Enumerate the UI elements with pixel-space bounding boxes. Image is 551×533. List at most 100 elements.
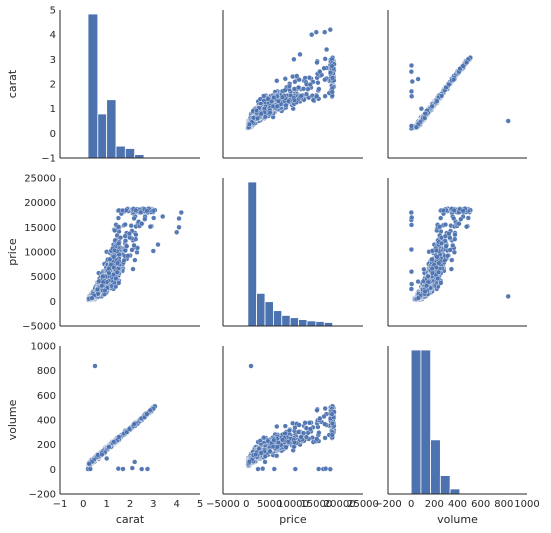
scatter-point-carat-price: [298, 93, 304, 99]
scatter-point-price-carat: [112, 247, 118, 253]
scatter-point-price-volume: [451, 249, 457, 255]
scatter-point-carat-volume: [451, 77, 457, 83]
histogram-bar-carat-3: [115, 145, 126, 159]
scatter-point-carat-price: [285, 98, 291, 104]
scatter-point-price-carat: [147, 224, 153, 230]
histogram-bar-carat-0: [87, 13, 99, 159]
scatter-point-carat-volume: [446, 81, 452, 88]
scatter-point-price-carat: [99, 283, 105, 289]
scatter-point-carat-price: [327, 27, 333, 33]
histogram-bar-price-6: [298, 319, 308, 327]
scatter-point-price-carat: [125, 253, 131, 259]
scatter-point-price-carat: [94, 286, 101, 292]
panel-price-vs-volume: [387, 178, 527, 327]
scatter-point-carat-price: [295, 84, 302, 91]
scatter-point-price-carat: [133, 232, 139, 238]
panel-price-vs-price: [222, 178, 363, 327]
scatter-point-carat-price: [286, 83, 292, 89]
scatter-point-price-carat: [133, 207, 139, 213]
scatter-point-carat-price: [316, 86, 322, 92]
scatter-point-price-carat: [150, 248, 156, 254]
scatter-point-price-volume: [465, 215, 471, 221]
scatter-point-carat-volume: [464, 59, 470, 66]
scatter-point-carat-volume: [505, 118, 511, 124]
scatter-point-carat-volume: [408, 88, 415, 94]
scatter-point-carat-price: [282, 76, 288, 82]
scatter-point-carat-price: [301, 86, 307, 92]
scatter-point-carat-price: [329, 75, 336, 81]
scatter-point-carat-price: [322, 29, 328, 35]
histogram-bar-price-7: [306, 320, 317, 327]
scatter-point-price-volume: [452, 232, 458, 238]
scatter-point-carat-price: [307, 81, 313, 88]
scatter-point-carat-volume: [408, 62, 415, 69]
scatter-point-price-carat: [126, 231, 133, 237]
scatter-point-price-carat: [174, 229, 180, 235]
panel-carat-vs-price: [222, 10, 363, 159]
scatter-point-carat-price: [267, 110, 273, 116]
scatter-point-carat-price: [322, 93, 328, 99]
scatter-point-carat-price: [258, 111, 264, 117]
scatter-point-carat-price: [329, 89, 335, 95]
histogram-bar-price-5: [289, 317, 300, 327]
scatter-point-carat-volume: [429, 103, 435, 109]
scatter-point-price-carat: [128, 223, 134, 229]
histogram-bar-carat-2: [106, 99, 117, 159]
scatter-point-carat-price: [282, 87, 288, 93]
scatter-point-carat-price: [275, 98, 281, 104]
scatter-point-price-carat: [176, 215, 182, 222]
scatter-point-price-carat: [139, 221, 145, 227]
scatter-point-price-carat: [131, 242, 137, 248]
scatter-point-price-carat: [122, 238, 129, 244]
scatter-point-price-carat: [111, 254, 117, 260]
histogram-bar-price-9: [323, 322, 334, 327]
scatter-point-price-carat: [89, 295, 95, 301]
histogram-bar-carat-4: [124, 148, 136, 159]
scatter-point-price-carat: [132, 257, 138, 263]
scatter-point-price-carat: [114, 269, 120, 275]
histogram-bar-price-8: [315, 321, 325, 327]
scatter-point-price-volume: [449, 257, 455, 263]
histogram-bar-price-3: [272, 310, 283, 327]
histogram-bar-price-1: [256, 292, 266, 327]
scatter-point-carat-price: [291, 56, 297, 62]
scatter-point-carat-price: [322, 56, 328, 62]
scatter-point-price-carat: [160, 213, 166, 220]
scatter-point-price-carat: [100, 273, 106, 279]
scatter-point-price-carat: [121, 257, 127, 263]
scatter-point-carat-volume: [413, 124, 419, 130]
scatter-point-carat-price: [261, 93, 267, 99]
scatter-point-carat-volume: [422, 115, 428, 121]
scatter-point-price-carat: [106, 270, 112, 276]
scatter-point-price-carat: [178, 209, 184, 216]
scatter-point-carat-volume: [439, 93, 445, 99]
scatter-point-price-carat: [122, 247, 128, 254]
scatter-point-carat-price: [314, 59, 320, 66]
scatter-point-price-carat: [115, 260, 121, 266]
panel-carat-vs-carat: [59, 10, 200, 159]
scatter-point-price-carat: [176, 224, 182, 230]
scatter-point-carat-price: [296, 77, 302, 83]
scatter-point-carat-price: [271, 94, 277, 101]
scatter-point-carat-price: [291, 97, 298, 103]
scatter-point-carat-price: [274, 78, 280, 84]
scatter-point-price-carat: [117, 235, 124, 241]
scatter-point-price-carat: [142, 216, 148, 222]
scatter-point-carat-price: [297, 51, 303, 57]
histogram-bar-carat-1: [97, 113, 108, 159]
scatter-point-carat-volume: [460, 63, 466, 69]
scatter-point-carat-volume: [422, 111, 428, 117]
scatter-point-carat-volume: [408, 69, 414, 75]
scatter-point-price-carat: [122, 222, 128, 228]
scatter-point-price-carat: [115, 224, 121, 230]
scatter-point-price-carat: [122, 233, 128, 239]
scatter-point-price-carat: [155, 242, 161, 248]
scatter-point-price-carat: [124, 243, 130, 249]
scatter-point-carat-price: [321, 65, 327, 71]
scatter-point-carat-volume: [418, 106, 424, 112]
scatter-point-price-carat: [116, 280, 122, 286]
scatter-point-carat-volume: [408, 123, 415, 129]
scatter-point-carat-volume: [434, 98, 440, 104]
scatter-point-carat-price: [292, 79, 298, 85]
